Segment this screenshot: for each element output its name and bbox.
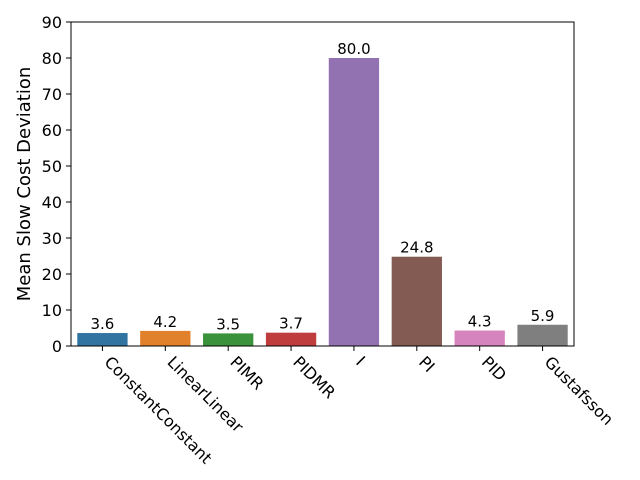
bar: [265, 332, 317, 346]
y-tick-label: 50: [42, 157, 62, 176]
y-tick-label: 10: [42, 301, 62, 320]
bar-value-label: 24.8: [400, 239, 433, 257]
bar: [391, 256, 442, 346]
bar: [454, 330, 505, 346]
y-tick-label: 90: [42, 13, 62, 32]
bar-value-label: 80.0: [337, 40, 370, 58]
x-tick-label: PI: [415, 352, 439, 376]
bar-value-label: 3.5: [216, 315, 240, 333]
y-tick-label: 60: [42, 121, 62, 140]
bar: [77, 333, 128, 346]
y-tick-label: 80: [42, 49, 62, 68]
x-tick-label: I: [352, 352, 369, 369]
x-tick-label: Gustafsson: [541, 352, 618, 429]
x-tick-label: PID: [478, 352, 510, 384]
bar: [517, 324, 568, 346]
bar: [140, 330, 191, 346]
y-tick-label: 20: [42, 265, 62, 284]
x-tick-label: PIMR: [226, 352, 267, 393]
x-tick-label: PIDMR: [289, 352, 339, 402]
bars-group: [77, 58, 568, 346]
y-axis: 0 10 20 30 40 50 60 70 80 90: [42, 13, 71, 356]
bar-value-label: 4.2: [153, 313, 177, 331]
y-tick-label: 30: [42, 229, 62, 248]
x-tick-label: ConstantConstant: [101, 352, 216, 467]
bar-value-label: 3.7: [279, 315, 303, 333]
bar-value-label: 5.9: [531, 307, 555, 325]
y-axis-label: Mean Slow Cost Deviation: [14, 67, 35, 301]
y-tick-label: 40: [42, 193, 62, 212]
plot-frame: [70, 21, 575, 347]
bar: [328, 58, 380, 346]
y-tick-label: 0: [52, 337, 62, 356]
bar-value-label: 4.3: [468, 313, 492, 331]
value-labels-group: 3.6 4.2 3.5 3.7 80.0 24.8 4.3 5.9: [91, 40, 555, 333]
y-tick-label: 70: [42, 85, 62, 104]
bar: [203, 333, 254, 346]
bar-value-label: 3.6: [91, 315, 115, 333]
